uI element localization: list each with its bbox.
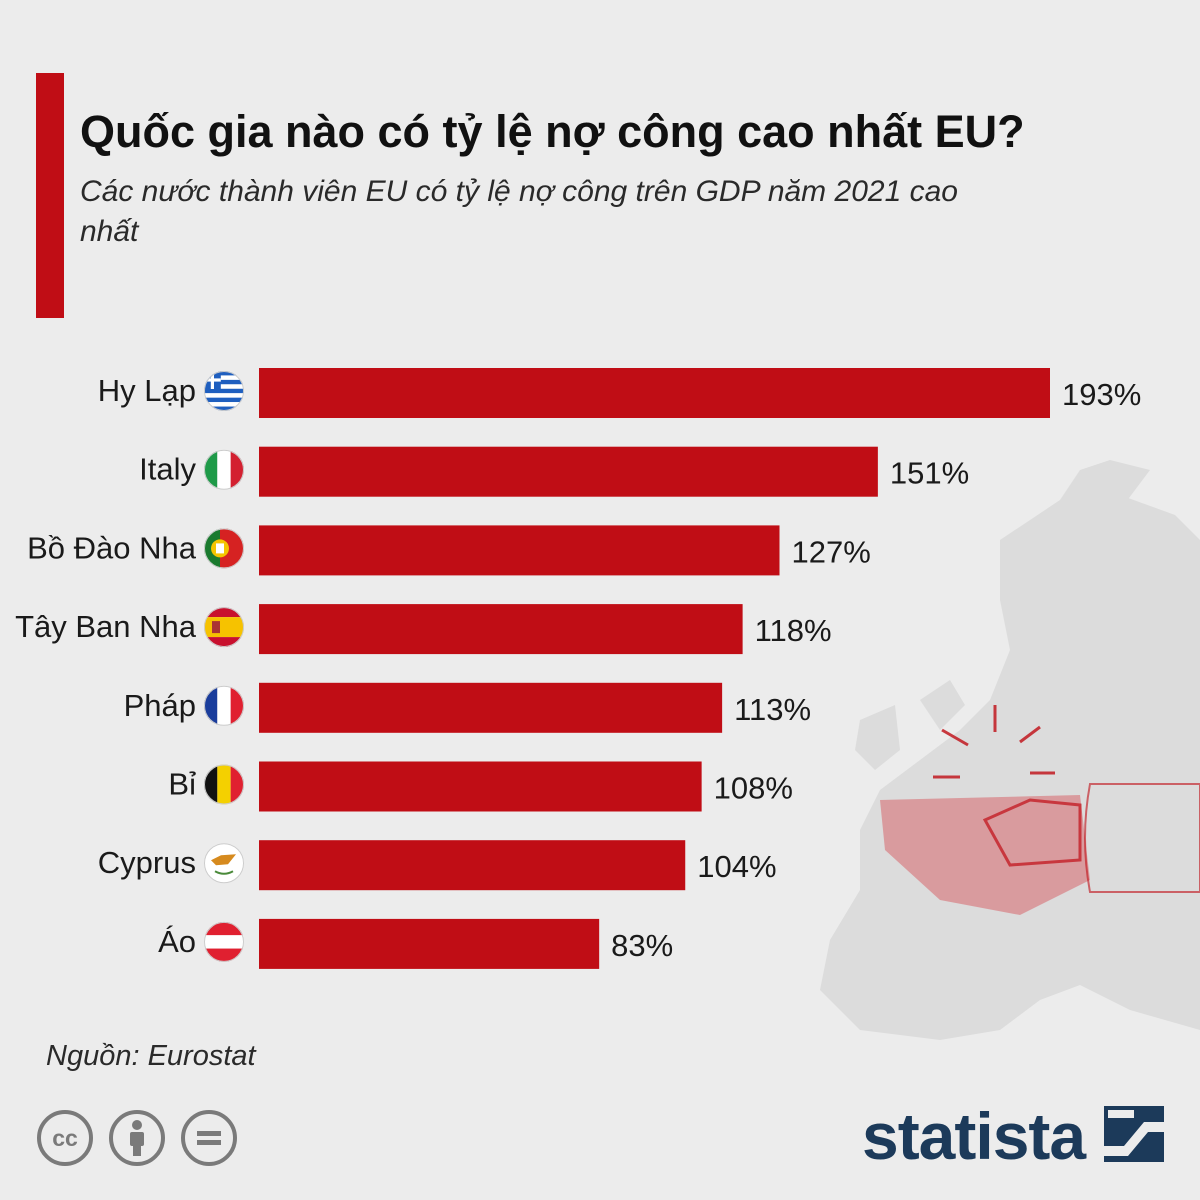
- category-label-6: Cyprus: [98, 845, 196, 880]
- statista-wordmark[interactable]: statista: [862, 1099, 1086, 1173]
- category-label-1: Italy: [139, 452, 196, 487]
- category-label-2: Bồ Đào Nha: [27, 530, 197, 565]
- chart-title: Quốc gia nào có tỷ lệ nợ công cao nhất E…: [80, 106, 1025, 157]
- bar-6: [259, 840, 686, 891]
- source-note: Nguồn: Eurostat: [46, 1040, 256, 1072]
- value-label-1: 151%: [890, 456, 969, 491]
- attribution-icon[interactable]: [108, 1109, 166, 1167]
- bar-7: [259, 918, 600, 969]
- value-label-7: 83%: [611, 928, 673, 963]
- bar-4: [259, 682, 723, 733]
- bar-1: [259, 446, 878, 497]
- value-label-6: 104%: [697, 849, 776, 884]
- portugal-flag-icon: [204, 528, 244, 569]
- value-label-2: 127%: [792, 534, 871, 569]
- category-label-4: Pháp: [124, 688, 196, 723]
- bar-3: [259, 604, 743, 655]
- cyprus-flag-icon: [204, 843, 244, 884]
- value-label-3: 118%: [755, 613, 832, 648]
- value-label-5: 108%: [714, 771, 793, 806]
- spain-flag-icon: [204, 607, 244, 648]
- bar-2: [259, 525, 780, 576]
- statista-logo-icon: [1104, 1106, 1164, 1162]
- creative-commons-icon[interactable]: cc: [36, 1109, 94, 1167]
- value-label-4: 113%: [734, 692, 811, 727]
- category-label-3: Tây Ban Nha: [15, 609, 197, 644]
- chart-subtitle: Các nước thành viên EU có tỷ lệ nợ công …: [80, 175, 958, 248]
- category-label-0: Hy Lạp: [98, 373, 196, 408]
- no-derivatives-icon[interactable]: [180, 1109, 238, 1167]
- category-label-5: Bỉ: [168, 767, 196, 802]
- bar-0: [259, 368, 1050, 418]
- title-accent-bar: [36, 73, 64, 318]
- svg-text:cc: cc: [52, 1125, 78, 1151]
- greece-flag-icon: [204, 371, 244, 411]
- value-label-0: 193%: [1062, 377, 1141, 412]
- category-label-7: Áo: [158, 924, 196, 959]
- bar-5: [259, 761, 702, 812]
